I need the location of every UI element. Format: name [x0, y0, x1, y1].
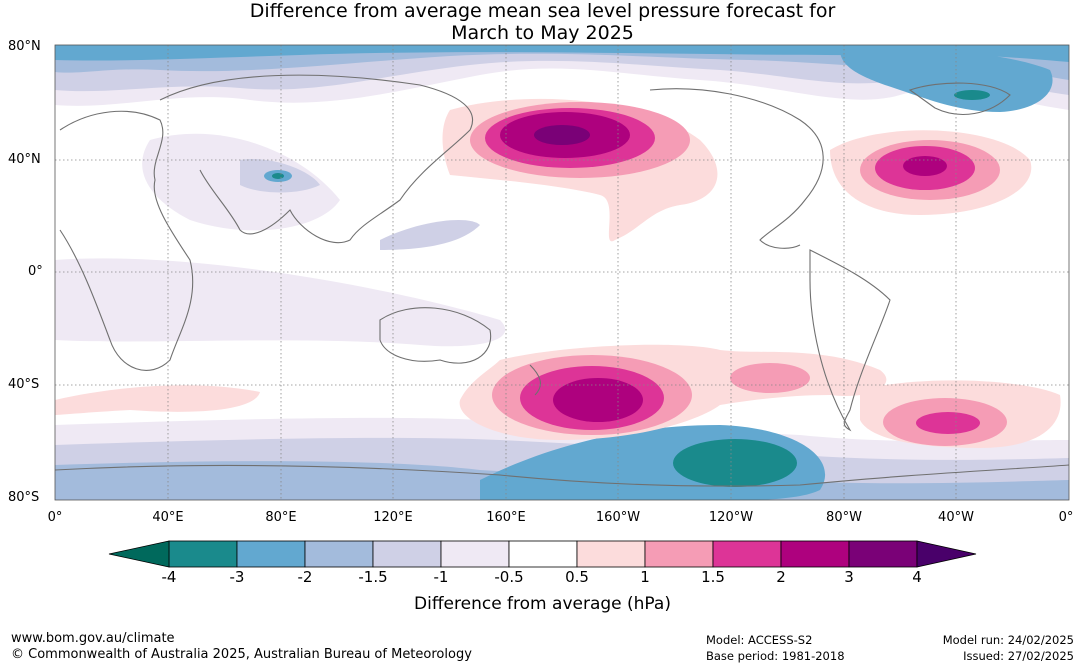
colorbar-tick-label: -3: [229, 568, 245, 586]
colorbar-box: [168, 540, 238, 568]
lat-label-80s: 80°S: [8, 490, 40, 505]
colorbar-box: [780, 540, 850, 568]
colorbar-title: Difference from average (hPa): [414, 594, 671, 614]
gridlines: [55, 45, 1069, 500]
lat-label-40n: 40°N: [8, 152, 41, 167]
colorbar-box: [848, 540, 918, 568]
footer-base-period: Base period: 1981-2018: [706, 649, 845, 663]
title-line-1: Difference from average mean sea level p…: [249, 0, 836, 22]
lon-label-120e: 120°E: [373, 510, 413, 525]
lon-label-80w: 80°W: [826, 510, 862, 525]
colorbar: [108, 540, 977, 568]
lon-label-0-left: 0°: [47, 510, 63, 525]
footer-url[interactable]: www.bom.gov.au/climate: [11, 631, 175, 646]
colorbar-tick-label: -1.5: [358, 568, 388, 586]
lon-label-80e: 80°E: [265, 510, 297, 525]
colorbar-tick-label: -1: [433, 568, 449, 586]
colorbar-tick-label: -0.5: [494, 568, 524, 586]
colorbar-box: [508, 540, 578, 568]
colorbar-box: [576, 540, 646, 568]
greenland-coast: [908, 82, 1011, 115]
lat-label-equator: 0°: [28, 264, 43, 279]
pressure-anomaly-field: [55, 45, 1069, 500]
footer-copyright: © Commonwealth of Australia 2025, Austra…: [11, 647, 472, 662]
lat-label-80n: 80°N: [8, 39, 41, 54]
colorbar-tick-label: -2: [297, 568, 313, 586]
lon-label-160w: 160°W: [595, 510, 641, 525]
colorbar-box: [236, 540, 306, 568]
colorbar-tick-label: -4: [161, 568, 177, 586]
colorbar-box: [644, 540, 714, 568]
colorbar-tick-label: 3: [844, 568, 854, 586]
asia-coast: [159, 74, 474, 244]
colorbar-box: [712, 540, 782, 568]
colorbar-tick-label: 1: [640, 568, 650, 586]
map-title: Difference from average mean sea level p…: [0, 0, 1085, 44]
colorbar-under-arrow: [108, 540, 170, 568]
lon-label-40w: 40°W: [938, 510, 974, 525]
africa-europe-coast: [59, 110, 194, 371]
new-zealand-coast: [529, 364, 541, 396]
colorbar-box: [440, 540, 510, 568]
lon-label-40e: 40°E: [152, 510, 184, 525]
colorbar-box: [304, 540, 374, 568]
footer-model: Model: ACCESS-S2: [706, 633, 813, 647]
lat-label-40s: 40°S: [8, 377, 40, 392]
colorbar-over-arrow: [916, 540, 977, 568]
colorbar-tick-label: 1.5: [701, 568, 725, 586]
south-america-coast: [809, 249, 891, 432]
lon-label-160e: 160°E: [486, 510, 526, 525]
north-america-coast: [649, 88, 824, 249]
title-line-2: March to May 2025: [451, 22, 634, 44]
antarctica-coast: [55, 464, 1069, 487]
footer-issued: Issued: 27/02/2025: [963, 649, 1074, 663]
colorbar-box: [372, 540, 442, 568]
australia-coast: [379, 307, 492, 364]
colorbar-tick-label: 4: [912, 568, 922, 586]
colorbar-tick-label: 0.5: [565, 568, 589, 586]
coastlines: [55, 74, 1069, 487]
footer-model-run: Model run: 24/02/2025: [942, 633, 1074, 647]
lon-label-120w: 120°W: [708, 510, 754, 525]
lon-label-0-right: 0°: [1058, 510, 1074, 525]
colorbar-tick-label: 2: [776, 568, 786, 586]
map-frame: [54, 44, 1070, 501]
